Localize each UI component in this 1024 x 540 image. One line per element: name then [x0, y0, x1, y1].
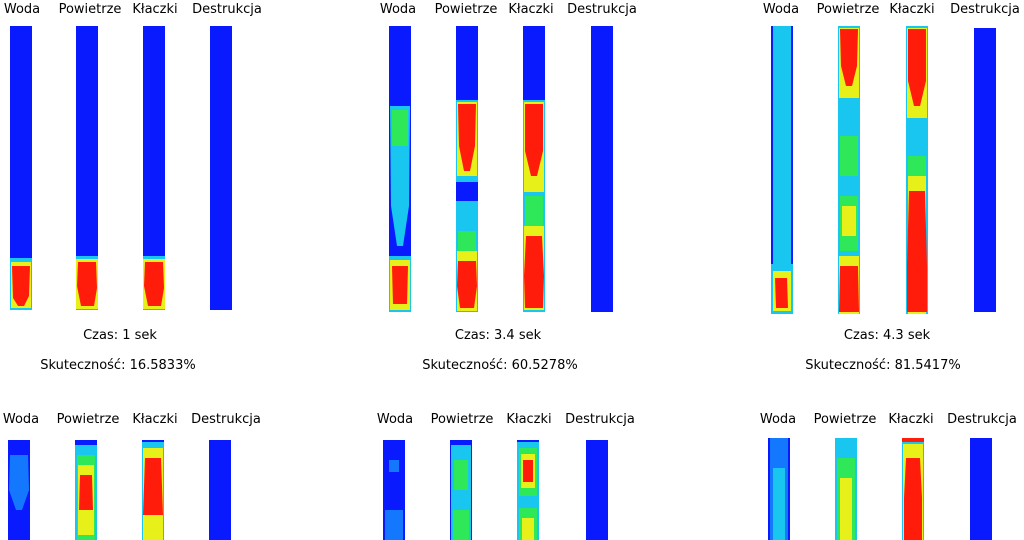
- powietrze-column: [835, 438, 857, 540]
- column-label-woda: Woda: [379, 2, 417, 17]
- klaczki-column: [523, 26, 545, 312]
- column-label-powietrze: Powietrze: [813, 412, 877, 427]
- woda-column: [10, 26, 32, 310]
- destrukcja-column: [209, 440, 231, 540]
- destrukcja-column: [591, 26, 613, 312]
- column-label-klaczki: Kłaczki: [888, 412, 934, 427]
- column-label-powietrze: Powietrze: [58, 2, 122, 17]
- column-label-woda: Woda: [762, 2, 800, 17]
- column-label-destrukcja: Destrukcja: [567, 2, 637, 17]
- column-label-woda: Woda: [759, 412, 797, 427]
- column-label-destrukcja: Destrukcja: [947, 412, 1017, 427]
- column-label-destrukcja: Destrukcja: [565, 412, 635, 427]
- column-label-destrukcja: Destrukcja: [192, 2, 262, 17]
- column-label-powietrze: Powietrze: [816, 2, 880, 17]
- woda-column: [8, 440, 30, 540]
- woda-column: [768, 438, 790, 540]
- column-label-woda: Woda: [376, 412, 414, 427]
- destrukcja-column: [974, 28, 996, 312]
- efficiency-label: Skuteczność: 81.5417%: [805, 358, 961, 373]
- woda-column: [389, 26, 411, 312]
- column-label-destrukcja: Destrukcja: [191, 412, 261, 427]
- column-label-klaczki: Kłaczki: [506, 412, 552, 427]
- powietrze-column: [75, 440, 97, 540]
- destrukcja-column: [210, 26, 232, 310]
- column-label-powietrze: Powietrze: [434, 2, 498, 17]
- powietrze-column: [456, 26, 478, 312]
- powietrze-column: [76, 26, 98, 310]
- powietrze-column: [838, 26, 860, 314]
- column-label-woda: Woda: [3, 2, 41, 17]
- time-label: Czas: 1 sek: [83, 328, 157, 343]
- column-label-destrukcja: Destrukcja: [950, 2, 1020, 17]
- efficiency-label: Skuteczność: 60.5278%: [422, 358, 578, 373]
- klaczki-column: [143, 26, 165, 310]
- klaczki-column: [902, 438, 924, 540]
- column-label-klaczki: Kłaczki: [889, 2, 935, 17]
- time-label: Czas: 3.4 sek: [454, 328, 542, 343]
- column-label-klaczki: Kłaczki: [132, 2, 178, 17]
- column-label-klaczki: Kłaczki: [508, 2, 554, 17]
- powietrze-column: [450, 440, 472, 540]
- efficiency-label: Skuteczność: 16.5833%: [40, 358, 196, 373]
- column-label-klaczki: Kłaczki: [132, 412, 178, 427]
- klaczki-column: [517, 440, 539, 540]
- time-label: Czas: 4.3 sek: [843, 328, 931, 343]
- column-label-powietrze: Powietrze: [430, 412, 494, 427]
- klaczki-column: [906, 26, 928, 314]
- destrukcja-column: [586, 440, 608, 540]
- column-label-powietrze: Powietrze: [56, 412, 120, 427]
- woda-column: [383, 440, 405, 540]
- destrukcja-column: [970, 438, 992, 540]
- column-label-woda: Woda: [2, 412, 40, 427]
- woda-column: [771, 26, 793, 314]
- klaczki-column: [142, 440, 164, 540]
